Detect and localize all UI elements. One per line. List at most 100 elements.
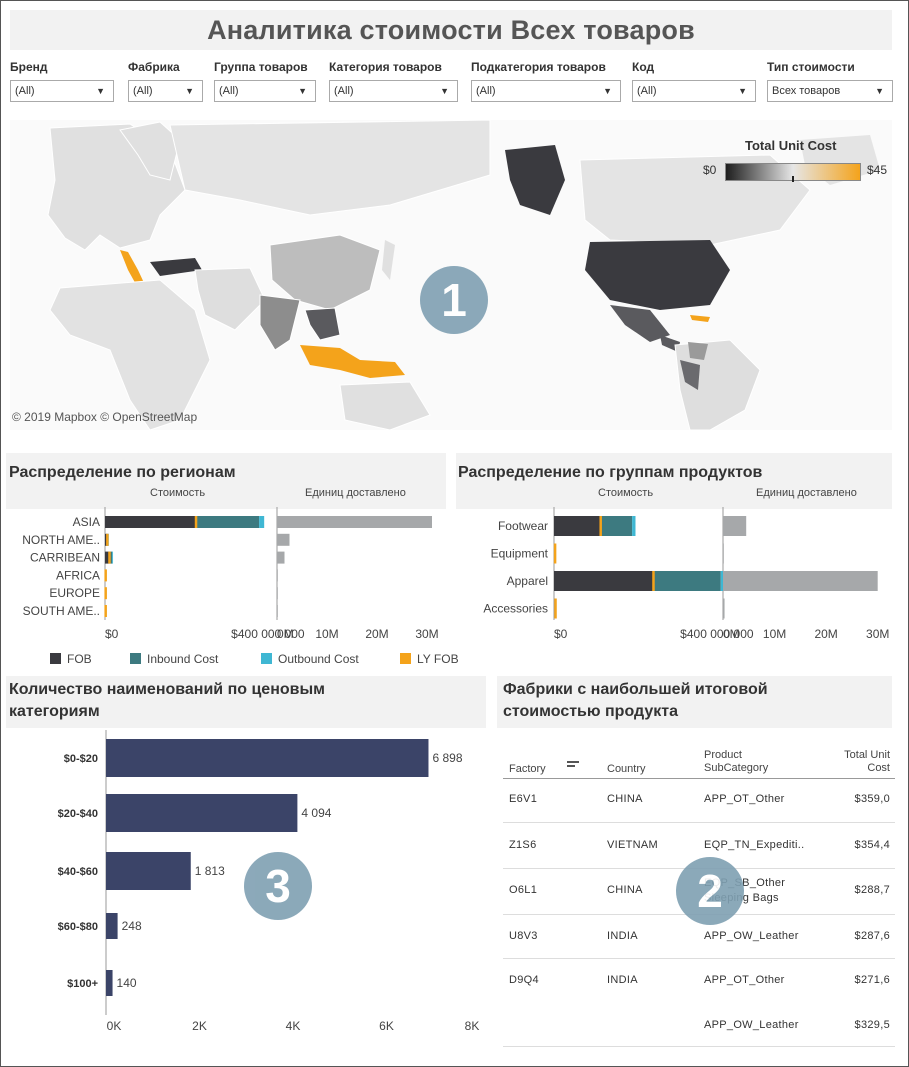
badge-one: 1 bbox=[420, 266, 488, 334]
map-region-caribbean bbox=[690, 315, 710, 322]
cell-subcategory: APP_OT_Other bbox=[704, 793, 785, 805]
filter-brand[interactable]: Бренд (All) ▼ bbox=[10, 60, 114, 102]
price-tick-label: 8K bbox=[465, 1019, 480, 1033]
products-title: Распределение по группам продуктов bbox=[458, 464, 763, 481]
price-category-label: $40-$60 bbox=[58, 866, 98, 878]
cost-tick-label: $0 bbox=[554, 627, 568, 641]
marker-lyfob bbox=[104, 587, 107, 600]
legend-swatch bbox=[400, 653, 411, 664]
price-category-label: $20-$40 bbox=[58, 808, 98, 820]
price-tick-label: 6K bbox=[379, 1019, 394, 1033]
map-region-russia bbox=[169, 120, 491, 216]
filter-label: Группа товаров bbox=[214, 60, 308, 74]
cell-country: VIETNAM bbox=[607, 839, 658, 851]
cell-cost: $287,6 bbox=[854, 930, 890, 942]
map-legend-title: Total Unit Cost bbox=[745, 138, 837, 153]
dropdown-arrow-icon: ▼ bbox=[298, 86, 307, 96]
map-region-colombia bbox=[688, 342, 708, 360]
cell-country: INDIA bbox=[607, 974, 638, 986]
row-label: SOUTH AME.. bbox=[23, 604, 100, 618]
cell-subcategory: APP_OT_Other bbox=[704, 974, 785, 986]
filter-select[interactable]: (All) ▼ bbox=[329, 80, 458, 102]
filter-product-category[interactable]: Категория товаров (All) ▼ bbox=[329, 60, 458, 102]
products-header-band bbox=[456, 453, 892, 509]
marker-lyfob bbox=[104, 569, 107, 582]
bar-units bbox=[723, 516, 747, 536]
row-divider bbox=[503, 1046, 895, 1047]
bar-units bbox=[277, 516, 432, 528]
map-region-japan bbox=[382, 240, 395, 280]
map-legend-marker bbox=[792, 176, 794, 182]
dropdown-arrow-icon: ▼ bbox=[603, 86, 612, 96]
map-canvas bbox=[10, 120, 892, 430]
filter-label: Подкатегория товаров bbox=[471, 60, 606, 74]
price-value-label: 6 898 bbox=[432, 751, 462, 765]
price-tick-label: 0K bbox=[107, 1019, 122, 1033]
col-header-country[interactable]: Country bbox=[607, 763, 646, 775]
col-header-factory[interactable]: Factory bbox=[509, 763, 546, 775]
marker-lyfob bbox=[108, 551, 111, 564]
map-attribution: © 2019 Mapbox © OpenStreetMap bbox=[12, 410, 198, 424]
row-label: Footwear bbox=[498, 519, 548, 533]
price-value-label: 248 bbox=[122, 919, 142, 933]
filter-select[interactable]: (All) ▼ bbox=[10, 80, 114, 102]
map-region-middle-east bbox=[194, 267, 266, 331]
legend-swatch bbox=[130, 653, 141, 664]
badge-two: 2 bbox=[676, 857, 744, 925]
filter-factory[interactable]: Фабрика (All) ▼ bbox=[128, 60, 203, 102]
price-category-label: $100+ bbox=[67, 978, 98, 990]
bar-price-category bbox=[106, 970, 113, 996]
row-label: CARRIBEAN bbox=[30, 551, 100, 565]
cell-factory: D9Q4 bbox=[509, 974, 539, 986]
cost-tick-label: $0 bbox=[105, 627, 119, 641]
price-category-label: $0-$20 bbox=[64, 753, 98, 765]
filter-select[interactable]: (All) ▼ bbox=[214, 80, 316, 102]
col-header-cost[interactable]: Total Unit Cost bbox=[844, 749, 890, 774]
marker-lyfob bbox=[652, 571, 655, 591]
bar-units bbox=[723, 571, 878, 591]
price-value-label: 140 bbox=[117, 976, 137, 990]
col-header-subcategory[interactable]: Product SubCategory bbox=[704, 749, 769, 774]
marker-lyfob bbox=[104, 605, 107, 617]
filter-select[interactable]: Всех товаров ▼ bbox=[767, 80, 893, 102]
price-category-label: $60-$80 bbox=[58, 921, 98, 933]
marker-lyfob bbox=[599, 516, 602, 536]
bar-price-category bbox=[106, 794, 298, 832]
units-tick-label: 20M bbox=[814, 627, 837, 641]
map-region-scandinavia bbox=[119, 121, 181, 181]
filter-product-group[interactable]: Группа товаров (All) ▼ bbox=[214, 60, 316, 102]
bar-outbound bbox=[259, 516, 265, 528]
regions-units-label: Единиц доставлено bbox=[305, 487, 406, 499]
filter-product-subcategory[interactable]: Подкатегория товаров (All) ▼ bbox=[471, 60, 621, 102]
factories-header-band bbox=[497, 676, 892, 728]
row-label: NORTH AME.. bbox=[22, 533, 100, 547]
legend-lyfob: LY FOB bbox=[400, 652, 459, 666]
filter-select[interactable]: (All) ▼ bbox=[471, 80, 621, 102]
filter-select[interactable]: (All) ▼ bbox=[128, 80, 203, 102]
bar-units bbox=[277, 551, 285, 564]
regions-chart: ASIA NORTH AME.. CARRIBEAN AFRICA EUROPE SOUT… bbox=[22, 507, 439, 641]
cost-tick-label: $400 000 000 bbox=[680, 627, 754, 641]
header-divider bbox=[503, 778, 895, 779]
bar-price-category bbox=[106, 913, 118, 939]
filter-label: Фабрика bbox=[128, 60, 180, 74]
filter-cost-type[interactable]: Тип стоимости Всех товаров ▼ bbox=[767, 60, 893, 102]
legend-outbound: Outbound Cost bbox=[261, 652, 359, 666]
price-chart: $0-$20 6 898 $20-$40 4 094 $40-$60 1 813 $60-$… bbox=[58, 730, 480, 1033]
world-map[interactable]: © 2019 Mapbox © OpenStreetMap bbox=[10, 120, 892, 430]
filter-select[interactable]: (All) ▼ bbox=[632, 80, 756, 102]
regions-cost-label: Стоимость bbox=[150, 487, 206, 499]
map-region-indonesia bbox=[300, 345, 405, 378]
marker-lyfob bbox=[553, 543, 557, 564]
cell-country: CHINA bbox=[607, 793, 643, 805]
units-tick-label: 30M bbox=[415, 627, 438, 641]
bar-fob bbox=[105, 551, 110, 564]
dropdown-arrow-icon: ▼ bbox=[440, 86, 449, 96]
regions-title: Распределение по регионам bbox=[9, 464, 236, 481]
filter-label: Бренд bbox=[10, 60, 48, 74]
bar-fob bbox=[554, 571, 654, 591]
legend-inbound: Inbound Cost bbox=[130, 652, 218, 666]
cell-factory: E6V1 bbox=[509, 793, 538, 805]
filter-code[interactable]: Код (All) ▼ bbox=[632, 60, 756, 102]
sort-icon[interactable] bbox=[567, 760, 579, 770]
